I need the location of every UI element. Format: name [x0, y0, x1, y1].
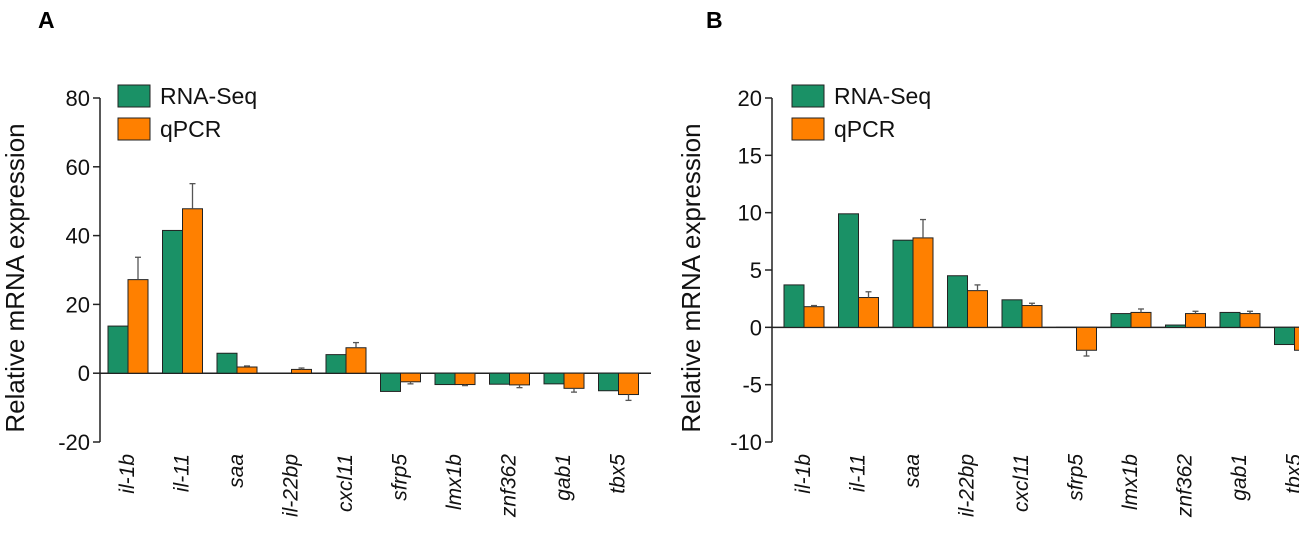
panel-a-bar-rna-seq-lmx1b — [434, 372, 456, 386]
panel-a-bar-rna-seq-saa — [216, 352, 238, 374]
panel-a-bar-qpcr-gab1 — [563, 372, 585, 389]
panel-b-y-tick-label: 5 — [750, 258, 762, 283]
panel-a-y-axis-title: Relative mRNA expression — [0, 123, 30, 432]
panel-a-y-tick-label: 40 — [66, 224, 90, 249]
panel-b-bar-qpcr-sfrp5 — [1076, 326, 1097, 351]
panel-b-bar-qpcr-il-1b — [803, 306, 825, 328]
panel-a-letter: A — [38, 7, 55, 33]
panel-b-y-tick-label: -5 — [742, 373, 762, 398]
panel-a-y-tick-label: 0 — [78, 361, 90, 386]
panel-b-bar-rna-seq-lmx1b — [1110, 313, 1132, 328]
panel-a-y-tick-label: 80 — [66, 86, 90, 111]
panel-a-bar-qpcr-lmx1b — [454, 372, 476, 386]
panel-b-x-label-lmx1b: lmx1b — [1119, 454, 1142, 510]
panel-b-x-label-il-22bp: il-22bp — [956, 454, 979, 517]
panel-b-x-label-gab1: gab1 — [1228, 454, 1251, 501]
panel-a-bar-rna-seq-cxcl11 — [325, 354, 347, 374]
panel-b-letter: B — [706, 7, 723, 33]
panel-b-legend-label-qpcr: qPCR — [834, 116, 895, 142]
panel-a-x-label-il-22bp: il-22bp — [280, 454, 303, 517]
panel-a-bar-rna-seq-tbx5 — [598, 372, 619, 392]
panel-a-x-label-saa: saa — [225, 454, 248, 488]
panel-a-legend-swatch-rna-seq — [117, 84, 151, 108]
panel-a-x-label-il-11: il-11 — [171, 454, 194, 492]
panel-a-bar-rna-seq-sfrp5 — [380, 372, 401, 392]
panel-a-bar-rna-seq-il-11 — [162, 229, 183, 374]
panel-b-y-tick-label: 15 — [738, 143, 762, 168]
panel-b-bar-qpcr-lmx1b — [1130, 311, 1152, 328]
panel-a-y-tick-label: 60 — [66, 155, 90, 180]
panel-b-x-label-il-1b: il-1b — [792, 454, 815, 494]
panel-b-y-axis-title: Relative mRNA expression — [676, 123, 706, 432]
panel-a-x-label-gab1: gab1 — [552, 454, 575, 501]
panel-b-bar-rna-seq-tbx5 — [1274, 326, 1295, 346]
panel-b-bar-qpcr-tbx5 — [1294, 326, 1299, 351]
panel-a-legend-label-rna-seq: RNA-Seq — [160, 83, 257, 109]
panel-a-y-tick-label: -20 — [58, 430, 90, 455]
panel-b-y-tick-label: 20 — [738, 86, 762, 111]
panel-b-x-label-cxcl11: cxcl11 — [1010, 454, 1033, 512]
panel-b-y-tick-label: -10 — [730, 430, 762, 455]
panel-b-bar-rna-seq-il-22bp — [947, 275, 968, 328]
panel-b-bar-qpcr-cxcl11 — [1021, 305, 1043, 328]
panel-b-x-label-saa: saa — [901, 454, 924, 488]
panel-b-chart: -10 -5 0 5 10 15 20 Relative mRNA expression il-… — [676, 83, 1299, 518]
panel-a-x-label-tbx5: tbx5 — [607, 454, 630, 494]
panel-a-bar-qpcr-znf362 — [509, 372, 530, 386]
panel-b-bar-qpcr-saa — [912, 237, 934, 328]
panel-a-bar-qpcr-saa — [236, 366, 258, 374]
panel-a-bar-rna-seq-il-1b — [107, 325, 129, 374]
panel-a-chart: -20 0 20 40 60 80 Relative mRNA expression il-1… — [0, 83, 651, 518]
panel-b-legend-label-rna-seq: RNA-Seq — [834, 83, 931, 109]
panel-b-legend-swatch-qpcr — [791, 117, 825, 141]
panel-a-bar-rna-seq-gab1 — [543, 372, 565, 385]
panel-a-x-label-il-1b: il-1b — [116, 454, 139, 494]
panel-a-x-label-cxcl11: cxcl11 — [334, 454, 357, 512]
panel-b-y-tick-label: 0 — [750, 315, 762, 340]
panel-b-x-label-znf362: znf362 — [1174, 454, 1197, 518]
panel-a-bar-qpcr-tbx5 — [618, 372, 639, 396]
panel-b-legend-swatch-rna-seq — [791, 84, 825, 108]
panel-b-x-label-tbx5: tbx5 — [1283, 454, 1299, 494]
panel-a-bar-rna-seq-znf362 — [489, 372, 510, 385]
panel-b-x-label-il-11: il-11 — [847, 454, 870, 492]
panel-b-y-tick-label: 10 — [738, 201, 762, 226]
panel-b-bar-qpcr-il-11 — [858, 297, 879, 328]
panel-a-x-label-znf362: znf362 — [498, 454, 521, 518]
panel-b-x-label-sfrp5: sfrp5 — [1065, 454, 1088, 501]
panel-b-bar-qpcr-gab1 — [1239, 313, 1261, 328]
panel-b-bar-rna-seq-znf362 — [1165, 324, 1186, 328]
panel-a-bar-qpcr-sfrp5 — [400, 372, 421, 383]
panel-b-bar-qpcr-znf362 — [1185, 313, 1206, 328]
panel-b-bar-rna-seq-cxcl11 — [1001, 299, 1023, 328]
panel-b-bar-rna-seq-il-11 — [838, 213, 859, 328]
panel-a-legend-label-qpcr: qPCR — [160, 116, 221, 142]
panel-a-bar-qpcr-cxcl11 — [345, 347, 367, 374]
panel-a-legend-swatch-qpcr — [117, 117, 151, 141]
panel-a-bar-qpcr-il-22bp — [291, 368, 312, 374]
panel-b-bar-rna-seq-saa — [892, 239, 914, 328]
panel-a-bar-qpcr-il-1b — [127, 279, 149, 374]
panel-b-bar-rna-seq-gab1 — [1219, 311, 1241, 328]
panel-a-x-label-lmx1b: lmx1b — [443, 454, 466, 510]
panel-a-y-tick-label: 20 — [66, 292, 90, 317]
panel-a-x-label-sfrp5: sfrp5 — [389, 454, 412, 501]
panel-b-bar-rna-seq-il-1b — [783, 284, 805, 328]
panel-a-bar-qpcr-il-11 — [182, 208, 203, 374]
panel-b-bar-qpcr-il-22bp — [967, 290, 988, 328]
